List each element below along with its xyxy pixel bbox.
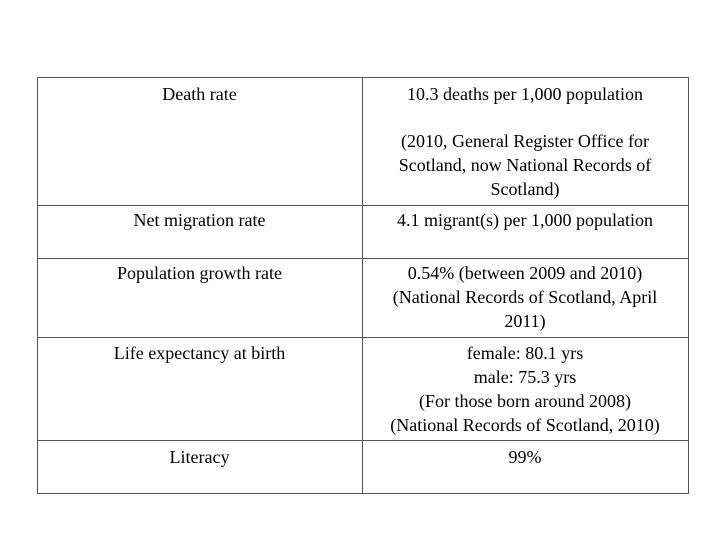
table-border — [688, 77, 689, 493]
text-line: male: 75.3 yrs — [473, 367, 577, 387]
row-label: Life expectancy at birth — [113, 343, 286, 363]
text-line: female: 80.1 yrs — [466, 343, 584, 363]
text-line: (National Records of Scotland, April — [392, 287, 658, 307]
text-line: (For those born around 2008) — [419, 391, 631, 411]
row-border — [37, 205, 689, 206]
row-border — [37, 493, 689, 494]
paragraph: female: 80.1 yrs male: 75.3 yrs (For those… — [362, 341, 688, 437]
row-value: female: 80.1 yrs male: 75.3 yrs (For those… — [362, 341, 688, 437]
row-value: 0.54% (between 2009 and 2010) (National R… — [362, 261, 688, 333]
row-value: 99% — [362, 445, 688, 469]
row-border — [37, 440, 689, 441]
row-border — [37, 337, 689, 338]
table-border — [37, 77, 38, 493]
row-value: 4.1 migrant(s) per 1,000 population — [362, 208, 688, 232]
paragraph: 99% — [362, 445, 688, 469]
text-line: Scotland, now National Records of — [398, 155, 652, 175]
row-label: Net migration rate — [133, 210, 266, 230]
text-line: (National Records of Scotland, 2010) — [390, 415, 660, 435]
paragraph: (2010, General Register Office for Scotla… — [362, 129, 688, 201]
row-label: Population growth rate — [117, 263, 282, 283]
text-line: 99% — [508, 447, 542, 467]
column-divider — [362, 77, 363, 493]
text-line: 4.1 migrant(s) per 1,000 population — [397, 210, 653, 230]
text-line: 0.54% (between 2009 and 2010) — [407, 263, 643, 283]
text-line: 10.3 deaths per 1,000 population — [407, 84, 643, 104]
row-border — [37, 77, 689, 78]
row-value: 10.3 deaths per 1,000 population (2010, G… — [362, 82, 688, 201]
row-border — [37, 258, 689, 259]
text-line: Scotland) — [490, 179, 560, 199]
paragraph: 4.1 migrant(s) per 1,000 population — [362, 208, 688, 232]
row-label: Death rate — [162, 84, 237, 104]
paragraph: 0.54% (between 2009 and 2010) (National R… — [362, 261, 688, 333]
row-label: Literacy — [169, 447, 230, 467]
text-line: 2011) — [504, 311, 546, 331]
text-line: (2010, General Register Office for — [400, 131, 650, 151]
paragraph: 10.3 deaths per 1,000 population — [362, 82, 688, 106]
